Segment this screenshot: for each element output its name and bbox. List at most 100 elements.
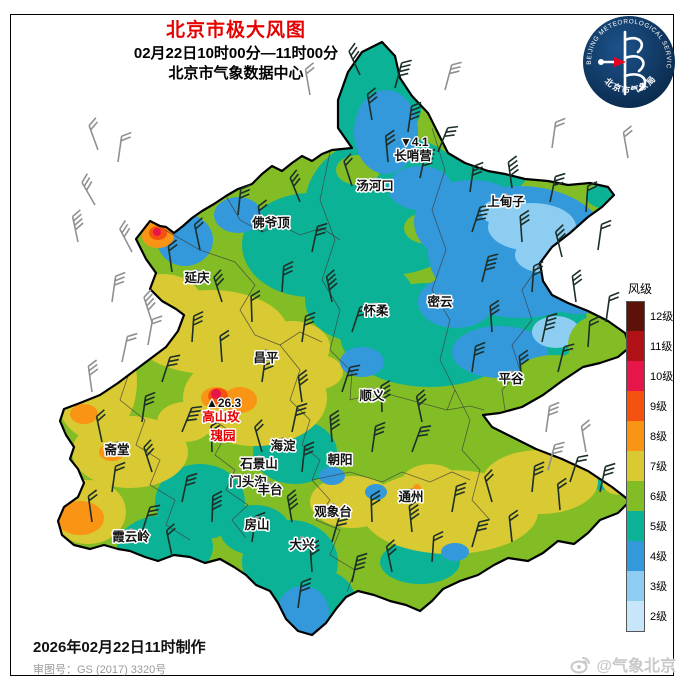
wind-barb [111, 271, 126, 303]
wind-barb [143, 439, 155, 473]
legend-item: 4级 [626, 541, 678, 571]
wind-barb [431, 530, 444, 563]
wind-barb [547, 441, 565, 471]
wind-barb [191, 310, 204, 343]
legend-rows: 12级 11级 10级 9级 8级 7级 6级 5级 4级 3级 2级 [626, 300, 678, 632]
legend-swatch [626, 361, 645, 391]
bms-logo: BEIJING METEOROLOGICAL SERVICE 北京市气象局 [579, 1, 681, 127]
station-dot [115, 441, 119, 445]
legend-swatch [626, 541, 645, 571]
wind-barb [380, 380, 391, 413]
district-border [454, 389, 491, 521]
legend-item: 7级 [626, 451, 678, 481]
station-label: 瑰园 [210, 428, 235, 443]
wind-barb [518, 349, 530, 383]
wind-region [277, 586, 329, 635]
wind-region [481, 198, 529, 226]
legend-swatch [626, 331, 645, 361]
wind-region [99, 443, 125, 461]
legend-label: 10级 [650, 371, 674, 383]
wind-barb [411, 425, 432, 453]
district-border [279, 344, 331, 521]
wind-region [223, 387, 257, 413]
wind-barb [605, 291, 620, 323]
legend-swatch [626, 571, 645, 601]
station-label: 佛爷顶 [251, 215, 290, 230]
legend-item: 8级 [626, 421, 678, 451]
wind-barb [261, 351, 276, 383]
wind-barb [304, 62, 315, 96]
wind-barb [71, 209, 84, 243]
legend-label: 4级 [650, 551, 668, 563]
wind-barb [297, 577, 312, 609]
wind-barb [251, 511, 266, 543]
wind-barb [343, 153, 353, 187]
wind-barb [569, 454, 589, 483]
station-dot [504, 193, 508, 197]
station-dot [257, 455, 261, 459]
wind-region [441, 543, 469, 561]
station-label: 昌平 [253, 350, 279, 365]
wind-barb [87, 359, 99, 393]
wind-barb [531, 260, 544, 293]
station-label: 平谷 [498, 371, 524, 386]
legend-swatch [626, 391, 645, 421]
legend-title: 风级 [628, 282, 653, 296]
legend-item: 3级 [626, 571, 678, 601]
wind-region [287, 354, 343, 390]
legend-label: 11级 [650, 341, 673, 353]
wind-barb [181, 405, 203, 433]
station-dot [411, 147, 415, 151]
wind-barb [469, 161, 484, 193]
wind-barb [167, 239, 178, 273]
station-label: 通州 [398, 489, 423, 504]
legend-label: 2级 [650, 611, 668, 623]
wind-region [412, 484, 422, 500]
legend-label: 5级 [650, 521, 668, 533]
wind-region [482, 450, 598, 514]
logo-circle [583, 16, 675, 108]
wind-barb [291, 402, 308, 433]
station-label: 汤河口 [356, 178, 394, 193]
wind-barb [394, 59, 412, 89]
wind-barb [554, 224, 566, 258]
wind-barb [471, 341, 486, 373]
wind-barb [325, 269, 338, 303]
station-label: 朝阳 [327, 452, 352, 467]
wind-barb [557, 343, 575, 373]
wind-barb [351, 304, 371, 333]
legend-item: 5级 [626, 511, 678, 541]
wind-barb [211, 490, 223, 523]
wind-barb [348, 42, 361, 76]
legend-swatch [626, 511, 645, 541]
station-dot [268, 481, 272, 485]
district-border [199, 409, 249, 539]
station-label: 顺义 [359, 388, 385, 403]
wind-barb [88, 117, 99, 151]
wind-region [70, 404, 98, 424]
legend-item: 6级 [626, 481, 678, 511]
district-border [501, 263, 541, 411]
station-dot [269, 214, 273, 218]
wind-barb [147, 315, 163, 346]
station-dot [246, 473, 250, 477]
legend-label: 12级 [650, 311, 674, 323]
wind-region [157, 402, 213, 442]
station-dot [374, 302, 378, 306]
wind-barb [329, 409, 341, 443]
page-title: 北京市极大风图 [165, 20, 306, 41]
wind-barb [371, 421, 386, 453]
station-label: 斋堂 [103, 442, 129, 457]
wind-barb [281, 260, 294, 293]
wind-barb [481, 253, 499, 283]
wind-barb [219, 329, 230, 363]
wind-barb [571, 269, 583, 303]
wind-barb [451, 482, 467, 513]
wind-barb [556, 477, 568, 511]
station-label: 怀柔 [363, 303, 389, 318]
wind-region [220, 505, 290, 555]
legend-swatch [626, 300, 645, 332]
legend-label: 9级 [650, 401, 668, 413]
district-border [225, 195, 341, 241]
